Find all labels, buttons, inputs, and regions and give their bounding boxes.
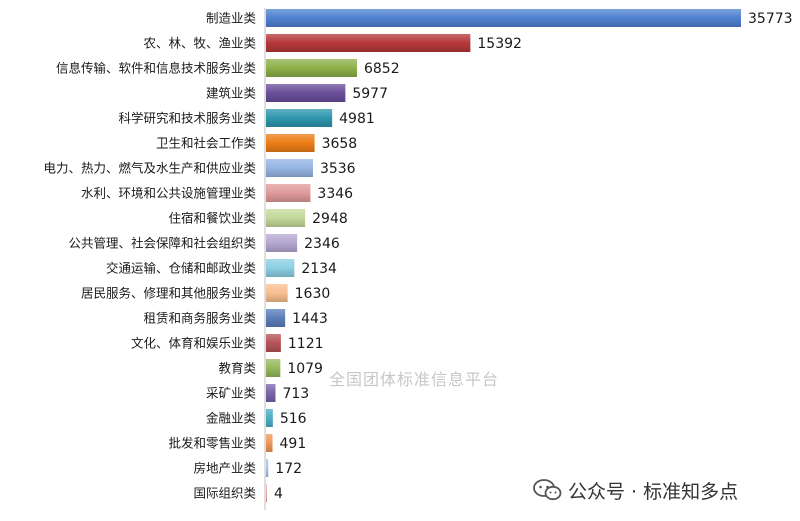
bar [266, 134, 315, 152]
bar [266, 259, 295, 277]
value-label: 1443 [292, 311, 328, 327]
bar [266, 184, 311, 202]
category-label: 水利、环境和公共设施管理业类 [81, 186, 257, 201]
value-label: 491 [280, 436, 307, 452]
bar [266, 159, 313, 177]
value-label: 1121 [288, 336, 324, 352]
bar [266, 409, 273, 427]
brand-badge: 公众号 · 标准知多点 [532, 475, 738, 505]
category-label: 国际组织类 [193, 486, 256, 501]
bar [266, 209, 306, 227]
category-label: 信息传输、软件和信息技术服务业类 [56, 61, 257, 76]
value-label: 713 [282, 386, 309, 402]
category-label: 住宿和餐饮业类 [168, 211, 256, 226]
bar [266, 309, 286, 327]
category-label: 居民服务、修理和其他服务业类 [81, 286, 257, 301]
value-label: 1630 [295, 286, 331, 302]
category-label: 教育类 [218, 361, 256, 376]
category-label: 科学研究和技术服务业类 [118, 111, 256, 126]
category-label: 公共管理、社会保障和社会组织类 [68, 236, 256, 251]
category-label: 卫生和社会工作类 [156, 136, 257, 151]
value-label: 516 [280, 411, 307, 427]
value-label: 3346 [317, 186, 353, 202]
category-label: 租赁和商务服务业类 [143, 311, 256, 326]
wechat-icon [533, 479, 562, 501]
value-label: 35773 [748, 11, 793, 27]
value-label: 6852 [364, 61, 400, 77]
category-label: 制造业类 [206, 11, 257, 26]
bar [266, 484, 267, 502]
brand-text: 公众号 · 标准知多点 [568, 480, 739, 503]
value-label: 2134 [301, 261, 337, 277]
value-label: 172 [275, 461, 302, 477]
category-label: 建筑业类 [206, 86, 257, 101]
bar [266, 434, 273, 452]
bar [266, 234, 298, 252]
watermark-text: 全国团体标准信息平台 [329, 370, 500, 389]
bar [266, 359, 281, 377]
category-label: 房地产业类 [193, 461, 256, 476]
category-label: 批发和零售业类 [168, 436, 256, 451]
bar [266, 284, 288, 302]
category-label: 文化、体育和娱乐业类 [131, 336, 257, 351]
category-label: 农、林、牧、渔业类 [143, 36, 256, 51]
bar [266, 59, 357, 77]
value-label: 4981 [339, 111, 375, 127]
value-label: 5977 [352, 86, 388, 102]
bar [266, 9, 741, 27]
bar [266, 109, 333, 127]
bar [266, 384, 276, 402]
value-label: 2346 [304, 236, 340, 252]
category-label: 电力、热力、燃气及水生产和供应业类 [43, 161, 256, 176]
category-label: 交通运输、仓储和邮政业类 [106, 261, 257, 276]
value-label: 15392 [477, 36, 522, 52]
bar [266, 84, 346, 102]
category-label: 采矿业类 [206, 386, 257, 401]
value-label: 3658 [322, 136, 358, 152]
category-label: 金融业类 [206, 411, 257, 426]
bar [266, 34, 471, 52]
value-label: 4 [274, 486, 283, 502]
bar [266, 459, 269, 477]
value-label: 2948 [312, 211, 348, 227]
value-label: 3536 [320, 161, 356, 177]
bar [266, 334, 281, 352]
value-label: 1079 [287, 361, 323, 377]
